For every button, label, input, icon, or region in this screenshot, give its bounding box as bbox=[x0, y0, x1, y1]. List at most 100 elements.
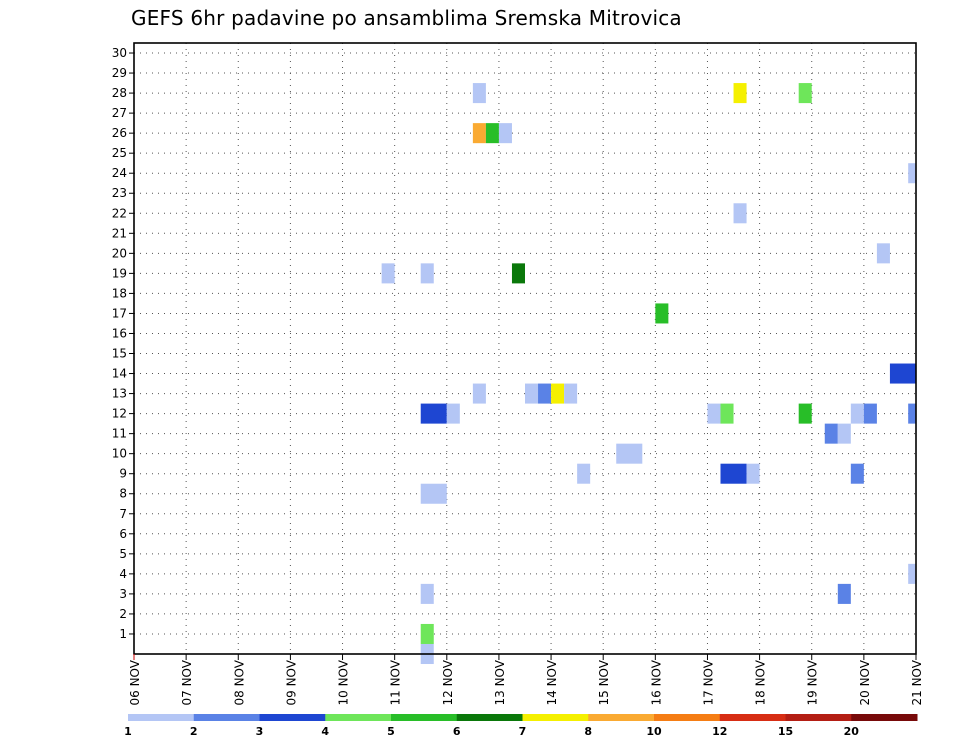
y-tick-label: 30 bbox=[112, 46, 127, 60]
precip-cell bbox=[889, 363, 916, 384]
legend-label: 8 bbox=[584, 725, 592, 738]
x-tick-label: 17 NOV bbox=[701, 659, 715, 705]
precip-cell bbox=[420, 583, 434, 604]
legend-swatch bbox=[259, 714, 326, 721]
color-legend: 1 2 3 4 5 6 7 8 10 12 15 20 bbox=[124, 714, 918, 738]
x-tick-label: 06 NOV bbox=[128, 659, 142, 705]
legend-label: 5 bbox=[387, 725, 395, 738]
precip-cell bbox=[616, 443, 643, 464]
precip-cell bbox=[850, 403, 864, 424]
legend-label: 7 bbox=[519, 725, 527, 738]
x-tick-label: 15 NOV bbox=[597, 659, 611, 705]
precip-cell bbox=[551, 383, 565, 404]
chart-title: GEFS 6hr padavine po ansamblima Sremska … bbox=[131, 6, 682, 30]
y-tick-label: 12 bbox=[112, 407, 127, 421]
x-axis: 06 NOV 07 NOV 08 NOV 09 NOV 10 NOV 11 NOV 12 N… bbox=[128, 654, 924, 706]
y-tick-label: 5 bbox=[119, 547, 127, 561]
precip-cell bbox=[863, 403, 877, 424]
legend-swatch bbox=[654, 714, 721, 721]
precip-cell bbox=[420, 263, 434, 284]
y-tick-label: 26 bbox=[112, 126, 127, 140]
precip-cells bbox=[381, 83, 916, 665]
precip-cell bbox=[655, 303, 669, 324]
precip-cell bbox=[733, 83, 747, 104]
precip-cell bbox=[420, 483, 447, 504]
legend-swatch bbox=[719, 714, 786, 721]
y-tick-label: 17 bbox=[112, 306, 127, 320]
y-tick-label: 21 bbox=[112, 226, 127, 240]
y-tick-label: 15 bbox=[112, 347, 127, 361]
legend-label: 12 bbox=[712, 725, 727, 738]
plot-frame bbox=[133, 42, 917, 655]
precip-cell bbox=[420, 623, 434, 644]
precip-cell bbox=[850, 463, 864, 484]
legend-label: 1 bbox=[124, 725, 132, 738]
legend-swatch bbox=[391, 714, 458, 721]
precip-cell bbox=[472, 83, 486, 104]
y-tick-label: 25 bbox=[112, 146, 127, 160]
y-tick-label: 16 bbox=[112, 326, 127, 340]
y-tick-label: 19 bbox=[112, 266, 127, 280]
y-tick-label: 7 bbox=[119, 507, 127, 521]
precip-cell bbox=[485, 123, 499, 144]
y-tick-label: 29 bbox=[112, 66, 127, 80]
y-tick-label: 14 bbox=[112, 367, 127, 381]
precip-cell bbox=[798, 83, 812, 104]
x-tick-label: 07 NOV bbox=[180, 659, 194, 705]
y-tick-label: 4 bbox=[119, 567, 127, 581]
grid-lines bbox=[134, 43, 916, 654]
precip-cell bbox=[720, 403, 734, 424]
x-tick-label: 08 NOV bbox=[232, 659, 246, 705]
precip-cell bbox=[837, 583, 851, 604]
x-tick-label: 09 NOV bbox=[284, 659, 298, 705]
x-tick-label: 16 NOV bbox=[649, 659, 663, 705]
y-tick-label: 3 bbox=[119, 587, 127, 601]
precip-cell bbox=[420, 403, 447, 424]
legend-label: 2 bbox=[190, 725, 198, 738]
precip-cell bbox=[824, 423, 838, 444]
legend-label: 20 bbox=[844, 725, 860, 738]
precip-cell bbox=[538, 383, 552, 404]
x-tick-label: 14 NOV bbox=[545, 659, 559, 705]
legend-swatch bbox=[522, 714, 589, 721]
y-tick-label: 18 bbox=[112, 286, 127, 300]
y-tick-label: 8 bbox=[119, 487, 127, 501]
legend-swatch bbox=[128, 714, 195, 721]
legend-label: 4 bbox=[321, 725, 329, 738]
y-tick-label: 1 bbox=[119, 627, 127, 641]
precip-cell bbox=[746, 463, 760, 484]
y-tick-label: 24 bbox=[112, 166, 127, 180]
legend-label: 6 bbox=[453, 725, 461, 738]
precip-cell bbox=[908, 403, 916, 424]
legend-label: 3 bbox=[256, 725, 264, 738]
precip-cell bbox=[577, 463, 591, 484]
precip-cell bbox=[446, 403, 460, 424]
precip-cell bbox=[472, 383, 486, 404]
y-tick-label: 20 bbox=[112, 246, 127, 260]
y-axis: 1234567891011121314151617181920212223242… bbox=[112, 46, 134, 641]
precip-cell bbox=[472, 123, 486, 144]
precip-cell bbox=[707, 403, 721, 424]
legend-swatch bbox=[785, 714, 852, 721]
precip-cell bbox=[908, 563, 916, 584]
precip-cell bbox=[798, 403, 812, 424]
y-tick-label: 6 bbox=[119, 527, 127, 541]
x-tick-label: 20 NOV bbox=[858, 659, 872, 705]
legend-swatch bbox=[325, 714, 392, 721]
legend-swatch bbox=[456, 714, 523, 721]
precip-cell bbox=[525, 383, 539, 404]
precip-cell bbox=[733, 203, 747, 224]
y-tick-label: 27 bbox=[112, 106, 127, 120]
x-tick-label: 12 NOV bbox=[441, 659, 455, 705]
legend-label: 10 bbox=[646, 725, 662, 738]
precip-cell bbox=[876, 243, 890, 264]
precip-cell bbox=[720, 463, 747, 484]
x-tick-label: 21 NOV bbox=[910, 659, 924, 705]
y-tick-label: 13 bbox=[112, 387, 127, 401]
x-tick-label: 13 NOV bbox=[493, 659, 507, 705]
y-tick-label: 2 bbox=[119, 607, 127, 621]
precip-cell bbox=[381, 263, 395, 284]
precip-cell bbox=[908, 163, 916, 184]
precip-cell bbox=[837, 423, 851, 444]
